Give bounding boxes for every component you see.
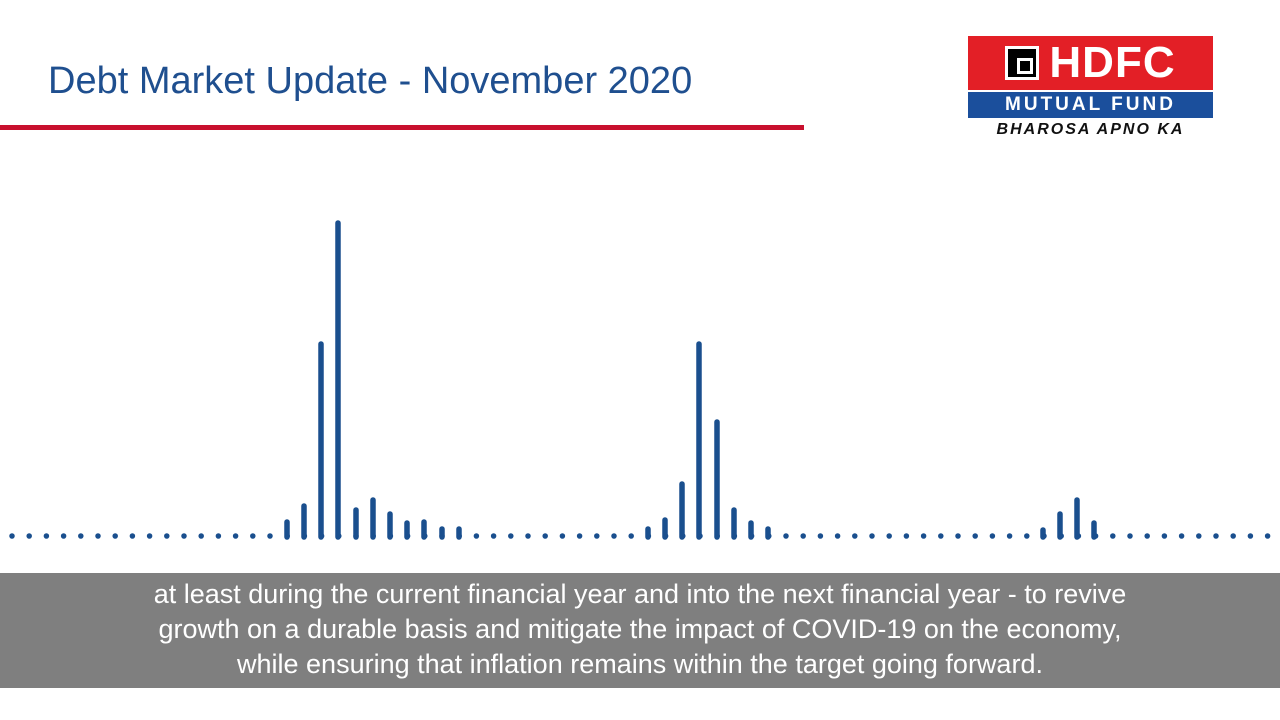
audio-waveform: [9, 220, 1273, 540]
logo-tagline: BHAROSA APNO KA: [996, 121, 1185, 138]
logo-mark: [1005, 46, 1040, 80]
caption-line: at least during the current financial ye…: [153, 579, 1127, 609]
title-underline: [0, 125, 804, 130]
caption-line: while ensuring that inflation remains wi…: [237, 649, 1043, 679]
waveform-bars: [284, 220, 1097, 540]
title: Debt Market Update - November 2020: [48, 60, 693, 102]
logo: HDFC MUTUAL FUND BHAROSA APNO KA: [968, 36, 1213, 139]
caption-line: growth on a durable basis and mitigate t…: [158, 614, 1122, 644]
logo-name: HDFC: [1049, 38, 1176, 87]
subtitle-caption: at least during the current financial ye…: [0, 573, 1280, 688]
logo-subtitle: MUTUAL FUND: [968, 92, 1213, 118]
logo-top: HDFC: [968, 36, 1213, 90]
